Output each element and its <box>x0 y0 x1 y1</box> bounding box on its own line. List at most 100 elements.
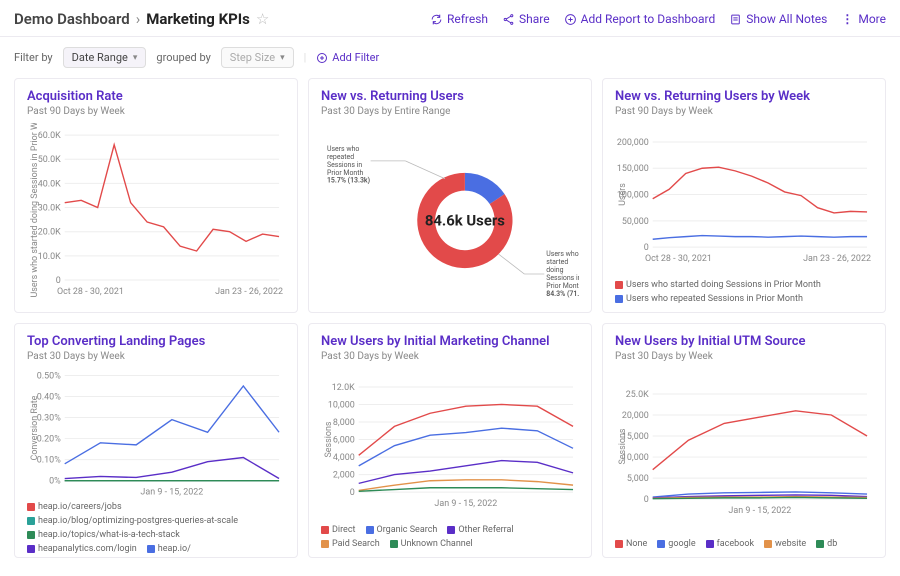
refresh-icon <box>430 13 443 26</box>
svg-text:0.20%: 0.20% <box>37 435 61 445</box>
svg-text:Prior Month: Prior Month <box>327 169 364 177</box>
card-subtitle: Past 90 Days by Week <box>27 106 285 117</box>
legend-item: Organic Search <box>366 525 438 535</box>
svg-text:6,000: 6,000 <box>333 436 355 446</box>
more-label: More <box>858 12 886 26</box>
legend-item: google <box>657 539 695 549</box>
report-card[interactable]: New vs. Returning Users by Week Past 90 D… <box>602 78 886 313</box>
chart-area: 010.0K20.0K30.0K40.0K50.0K60.0KUsers who… <box>27 123 285 304</box>
svg-text:0: 0 <box>644 243 649 253</box>
svg-text:30.0K: 30.0K <box>38 204 61 214</box>
svg-text:0: 0 <box>644 495 649 505</box>
step-size-filter[interactable]: Step Size ▾ <box>221 47 294 68</box>
svg-text:60.0K: 60.0K <box>38 131 61 141</box>
add-report-label: Add Report to Dashboard <box>581 12 716 26</box>
svg-text:Jan 9 - 15, 2022: Jan 9 - 15, 2022 <box>140 488 203 498</box>
legend-item: Other Referral <box>447 525 513 535</box>
svg-text:20,000: 20,000 <box>622 411 649 421</box>
favorite-star-icon[interactable]: ☆ <box>256 10 269 28</box>
add-report-button[interactable]: Add Report to Dashboard <box>564 12 716 26</box>
report-card[interactable]: New Users by Initial UTM SourcePast 30 D… <box>602 323 886 558</box>
svg-text:20.0K: 20.0K <box>38 228 61 238</box>
card-title: New Users by Initial Marketing Channel <box>321 334 579 349</box>
add-filter-button[interactable]: Add Filter <box>316 51 379 64</box>
svg-text:10,000: 10,000 <box>328 400 355 410</box>
card-subtitle: Past 30 Days by Week <box>321 351 579 362</box>
svg-text:0%: 0% <box>49 477 61 487</box>
svg-text:10.0K: 10.0K <box>38 252 61 262</box>
svg-text:40.0K: 40.0K <box>38 179 61 189</box>
legend-item: heap.io/topics/what-is-a-tech-stack <box>27 530 180 540</box>
legend-item: heap.io/ <box>147 544 191 554</box>
svg-text:Jan 9 - 15, 2022: Jan 9 - 15, 2022 <box>728 506 791 516</box>
legend-item: heapanalytics.com/login <box>27 544 137 554</box>
svg-text:84.3% (71.3k): 84.3% (71.3k) <box>546 290 579 298</box>
share-button[interactable]: Share <box>502 12 550 26</box>
svg-text:repeated: repeated <box>327 153 354 161</box>
chart-area: 050,000100,000150,000200,000UsersOct 28 … <box>615 123 873 278</box>
svg-text:0: 0 <box>56 276 61 286</box>
svg-text:Jan 23 - 26, 2022: Jan 23 - 26, 2022 <box>215 287 283 297</box>
legend-item: heap.io/careers/jobs <box>27 502 122 512</box>
svg-text:0.50%: 0.50% <box>37 371 61 381</box>
date-range-filter[interactable]: Date Range ▾ <box>63 47 147 68</box>
svg-text:Sessions in: Sessions in <box>327 161 362 169</box>
chevron-down-icon: ▾ <box>133 53 138 63</box>
report-card[interactable]: Acquisition Rate Past 90 Days by Week 0 10.… <box>14 78 298 313</box>
share-label: Share <box>519 12 550 26</box>
report-card[interactable]: New vs. Returning Users Past 30 Days by E… <box>308 78 592 313</box>
legend-item: None <box>615 539 647 549</box>
card-title: Acquisition Rate <box>27 89 285 104</box>
svg-text:Oct 28 - 30, 2021: Oct 28 - 30, 2021 <box>645 254 712 264</box>
legend-item: Users who repeated Sessions in Prior Mon… <box>615 294 803 304</box>
card-title: New vs. Returning Users <box>321 89 579 104</box>
svg-text:0.30%: 0.30% <box>37 414 61 424</box>
card-subtitle: Past 90 Days by Week <box>615 106 873 117</box>
svg-text:15.7% (13.3k): 15.7% (13.3k) <box>327 177 371 185</box>
notes-icon <box>729 13 742 26</box>
svg-text:Users: Users <box>618 183 628 206</box>
chart-legend: Users who started doing Sessions in Prio… <box>615 280 873 304</box>
legend-item: heap.io/blog/optimizing-postgres-queries… <box>27 516 238 526</box>
breadcrumb-root[interactable]: Demo Dashboard <box>14 10 130 28</box>
filter-by-label: Filter by <box>14 51 53 64</box>
grouped-by-label: grouped by <box>156 51 210 64</box>
legend-item: db <box>816 539 837 549</box>
more-button[interactable]: ⋮ More <box>841 12 886 26</box>
chart-area: 0% 0.10% 0.20% 0.30% 0.40% 0.50% Conversion Ra… <box>27 368 285 500</box>
refresh-label: Refresh <box>447 12 488 26</box>
legend-item: Users who started doing Sessions in Prio… <box>615 280 821 290</box>
date-range-label: Date Range <box>72 51 128 64</box>
chevron-down-icon: ▾ <box>280 53 285 63</box>
card-title: Top Converting Landing Pages <box>27 334 285 349</box>
refresh-button[interactable]: Refresh <box>430 12 488 26</box>
svg-text:Jan 9 - 15, 2022: Jan 9 - 15, 2022 <box>434 499 497 509</box>
legend-item: website <box>764 539 806 549</box>
svg-text:Oct 28 - 30, 2021: Oct 28 - 30, 2021 <box>57 287 124 297</box>
svg-text:Jan 23 - 26, 2022: Jan 23 - 26, 2022 <box>803 254 871 264</box>
svg-text:5,000: 5,000 <box>627 474 649 484</box>
svg-text:started: started <box>546 258 568 266</box>
card-subtitle: Past 30 Days by Entire Range <box>321 106 579 117</box>
plus-circle-icon <box>316 52 328 64</box>
svg-text:0.10%: 0.10% <box>37 456 61 466</box>
svg-text:25.0K: 25.0K <box>626 390 649 400</box>
svg-text:200,000: 200,000 <box>617 138 649 148</box>
breadcrumb: Demo Dashboard › Marketing KPIs ☆ <box>14 10 269 28</box>
report-card[interactable]: New Users by Initial Marketing Channel Pa… <box>308 323 592 558</box>
svg-text:Sessions: Sessions <box>324 421 334 457</box>
chart-area: 05,00010,00015,00020,00025.0KSessionsJan… <box>615 368 873 537</box>
svg-text:Users who: Users who <box>546 250 578 258</box>
report-card[interactable]: Top Converting Landing PagesPast 30 Days… <box>14 323 298 558</box>
svg-text:0.40%: 0.40% <box>37 392 61 402</box>
show-notes-button[interactable]: Show All Notes <box>729 12 827 26</box>
legend-item: Unknown Channel <box>390 539 473 549</box>
svg-text:50,000: 50,000 <box>622 217 649 227</box>
card-title: New vs. Returning Users by Week <box>615 89 873 104</box>
svg-text:Conversion Rate: Conversion Rate <box>30 395 40 460</box>
svg-text:150,000: 150,000 <box>617 164 649 174</box>
legend-item: Paid Search <box>321 539 380 549</box>
svg-text:4,000: 4,000 <box>333 453 355 463</box>
step-size-label: Step Size <box>230 51 275 64</box>
filterbar: Filter by Date Range ▾ grouped by Step S… <box>0 37 900 78</box>
